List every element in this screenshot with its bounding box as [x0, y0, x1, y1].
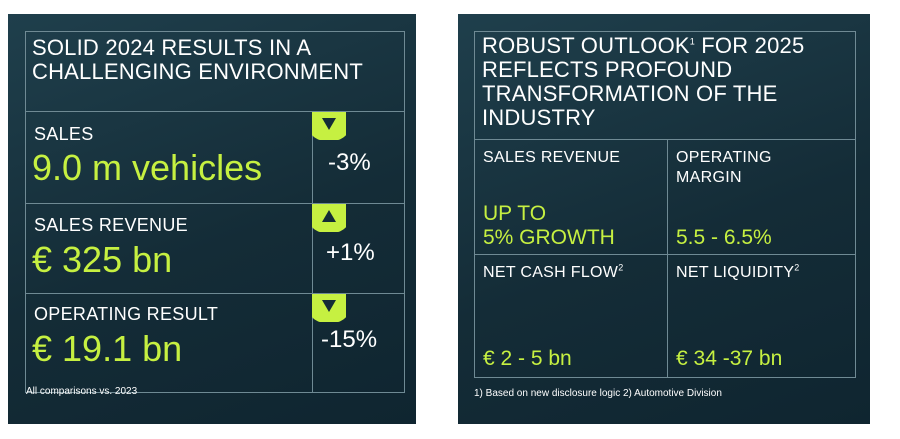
footnote-marker: 2 — [618, 262, 624, 273]
net-cash-flow-label-text: NET CASH FLOW — [483, 264, 619, 281]
footnote-marker: 1 — [689, 36, 695, 47]
results-frame — [25, 31, 405, 393]
outlook-footnotes: 1) Based on new disclosure logic 2) Auto… — [474, 388, 722, 399]
sales-label: SALES — [34, 124, 94, 144]
divider — [312, 111, 313, 393]
footnote-marker: 2 — [794, 262, 800, 273]
net-cash-flow-label: NET CASH FLOW2 — [483, 263, 624, 283]
results-2024-panel: SOLID 2024 RESULTS IN A CHALLENGING ENVI… — [8, 14, 416, 424]
outlook-title-rest: FOR 2025 REFLECTS PROFOUND TRANSFORMATIO… — [482, 33, 805, 130]
operating-margin-value: 5.5 - 6.5% — [676, 226, 772, 249]
divider — [474, 254, 856, 255]
comparison-footnote: All comparisons vs. 2023 — [26, 386, 138, 397]
sales-revenue-change: +1% — [326, 239, 375, 266]
down-triangle-icon — [312, 294, 346, 322]
outlook-2025-panel: ROBUST OUTLOOK1 FOR 2025 REFLECTS PROFOU… — [458, 14, 870, 424]
down-triangle-icon — [312, 112, 346, 140]
sales-revenue-label: SALES REVENUE — [34, 215, 188, 235]
up-triangle-icon — [312, 204, 346, 232]
outlook-sales-revenue-label: SALES REVENUE — [483, 149, 621, 166]
outlook-title-main: ROBUST OUTLOOK — [482, 33, 690, 58]
outlook-frame — [474, 31, 856, 378]
operating-result-value: € 19.1 bn — [32, 328, 183, 369]
net-liquidity-label-text: NET LIQUIDITY — [676, 264, 795, 281]
operating-result-label: OPERATING RESULT — [34, 304, 219, 324]
divider — [667, 139, 668, 378]
net-liquidity-value: € 34 -37 bn — [676, 347, 783, 370]
operating-margin-label: OPERATING MARGIN — [676, 149, 772, 186]
sales-revenue-value: € 325 bn — [32, 239, 173, 280]
net-cash-flow-value: € 2 - 5 bn — [483, 347, 572, 370]
operating-result-change: -15% — [321, 326, 378, 353]
sales-value: 9.0 m vehicles — [32, 147, 263, 188]
divider — [25, 111, 405, 112]
results-title: SOLID 2024 RESULTS IN A CHALLENGING ENVI… — [32, 35, 363, 84]
outlook-sales-revenue-value: UP TO 5% GROWTH — [483, 202, 615, 249]
divider — [474, 139, 856, 140]
divider — [25, 203, 405, 204]
net-liquidity-label: NET LIQUIDITY2 — [676, 263, 800, 283]
outlook-title: ROBUST OUTLOOK1 FOR 2025 REFLECTS PROFOU… — [482, 34, 852, 130]
divider — [25, 293, 405, 294]
sales-change: -3% — [328, 149, 371, 176]
